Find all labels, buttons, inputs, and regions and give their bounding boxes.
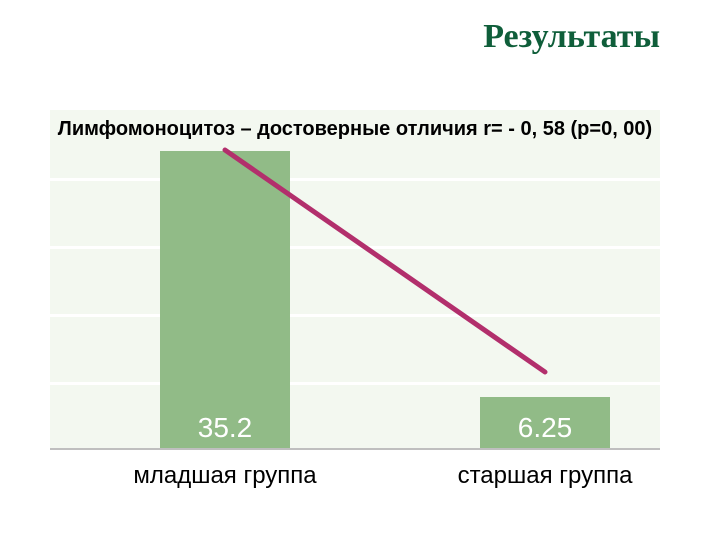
gridline (50, 178, 660, 181)
gridline (50, 314, 660, 317)
axis-label-1: старшая группа (395, 462, 695, 490)
bar-label-1: 6.25 (480, 412, 610, 444)
chart-baseline (50, 448, 660, 450)
chart-area: Лимфомоноцитоз – достоверные отличия r= … (50, 110, 660, 450)
bar-label-1-text: 6.25 (518, 412, 573, 444)
page-title: Результаты (483, 18, 660, 56)
page-title-text: Результаты (483, 18, 660, 56)
axis-label-0: младшая группа (75, 462, 375, 490)
gridline (50, 246, 660, 249)
bar-label-0: 35.2 (160, 412, 290, 444)
chart-title-text: Лимфомоноцитоз – достоверные отличия r= … (58, 118, 652, 141)
bar-0 (160, 151, 290, 450)
axis-label-0-text: младшая группа (133, 462, 316, 490)
gridline (50, 382, 660, 385)
chart-title: Лимфомоноцитоз – достоверные отличия r= … (50, 118, 660, 141)
axis-label-1-text: старшая группа (458, 462, 633, 490)
bar-label-0-text: 35.2 (198, 412, 253, 444)
